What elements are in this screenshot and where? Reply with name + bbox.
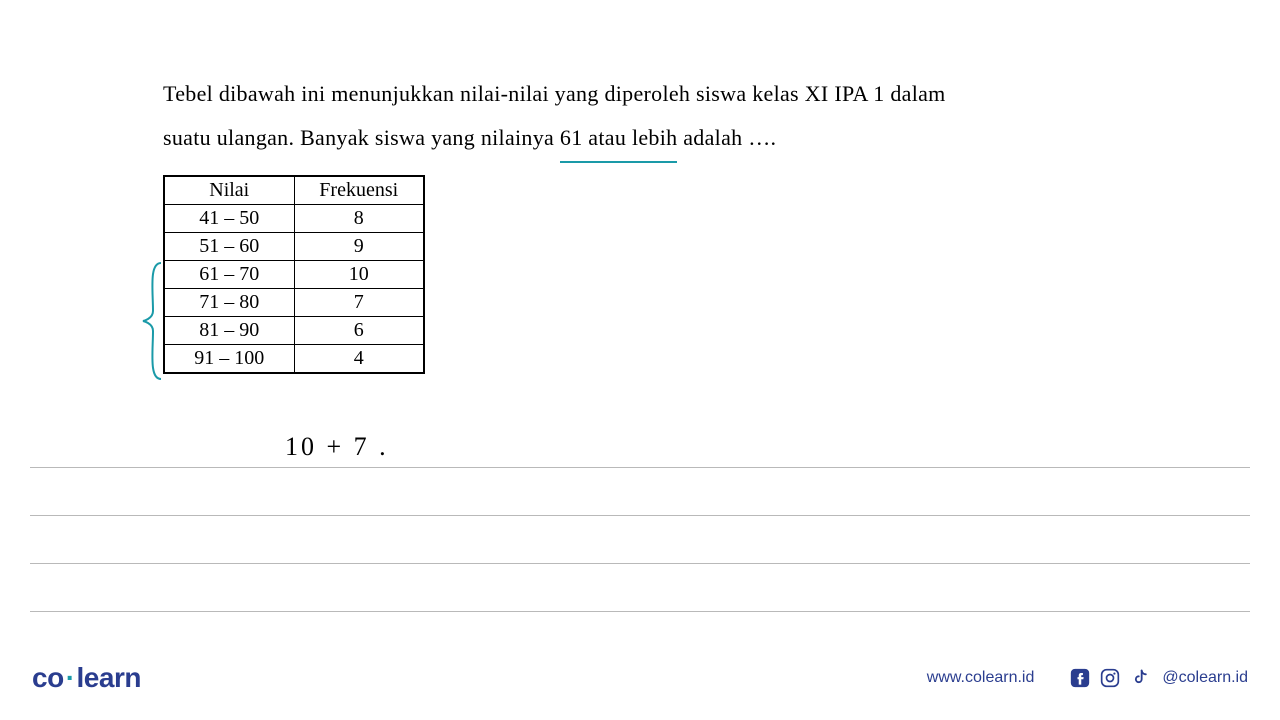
col-header-frekuensi: Frekuensi [294, 176, 424, 205]
cell-freq: 4 [294, 345, 424, 374]
table-row: 61 – 70 10 [164, 261, 424, 289]
cell-nilai: 41 – 50 [164, 205, 294, 233]
logo-co: co [32, 662, 64, 693]
logo-dot: · [64, 662, 77, 693]
logo-learn: learn [77, 662, 141, 693]
table-row: 91 – 100 4 [164, 345, 424, 374]
question-block: Tebel dibawah ini menunjukkan nilai-nila… [163, 72, 1113, 374]
tiktok-icon [1130, 668, 1150, 688]
colearn-logo: co·learn [32, 662, 141, 694]
frequency-table: Nilai Frekuensi 41 – 50 8 51 – 60 9 61 –… [163, 175, 425, 374]
facebook-icon [1070, 668, 1090, 688]
table-row: 41 – 50 8 [164, 205, 424, 233]
cell-freq: 8 [294, 205, 424, 233]
cell-freq: 6 [294, 317, 424, 345]
ruled-line [30, 516, 1250, 564]
website-url: www.colearn.id [927, 669, 1035, 687]
cell-freq: 7 [294, 289, 424, 317]
instagram-icon [1100, 668, 1120, 688]
table-header-row: Nilai Frekuensi [164, 176, 424, 205]
col-header-nilai: Nilai [164, 176, 294, 205]
footer-right: www.colearn.id @colearn.id [927, 668, 1248, 688]
cell-nilai: 91 – 100 [164, 345, 294, 374]
ruled-line [30, 468, 1250, 516]
question-line1: Tebel dibawah ini menunjukkan nilai-nila… [163, 81, 946, 106]
cell-freq: 9 [294, 233, 424, 261]
cell-nilai: 81 – 90 [164, 317, 294, 345]
question-underlined: 61 atau lebih [560, 116, 678, 163]
cell-freq: 10 [294, 261, 424, 289]
footer: co·learn www.colearn.id @colearn.id [0, 658, 1280, 698]
cell-nilai: 51 – 60 [164, 233, 294, 261]
cell-nilai: 61 – 70 [164, 261, 294, 289]
table-row: 71 – 80 7 [164, 289, 424, 317]
social-handle: @colearn.id [1162, 669, 1248, 687]
ruled-line [30, 420, 1250, 468]
question-line2a: suatu ulangan. Banyak siswa yang nilainy… [163, 125, 560, 150]
ruled-line [30, 564, 1250, 612]
table-row: 81 – 90 6 [164, 317, 424, 345]
question-text: Tebel dibawah ini menunjukkan nilai-nila… [163, 72, 1113, 163]
table-wrap: Nilai Frekuensi 41 – 50 8 51 – 60 9 61 –… [163, 175, 1113, 374]
ruled-lines [30, 420, 1250, 612]
curly-brace-icon [141, 261, 163, 381]
handwritten-work: 10 + 7 . [285, 432, 389, 462]
cell-nilai: 71 – 80 [164, 289, 294, 317]
table-row: 51 – 60 9 [164, 233, 424, 261]
question-line2b: adalah …. [677, 125, 776, 150]
